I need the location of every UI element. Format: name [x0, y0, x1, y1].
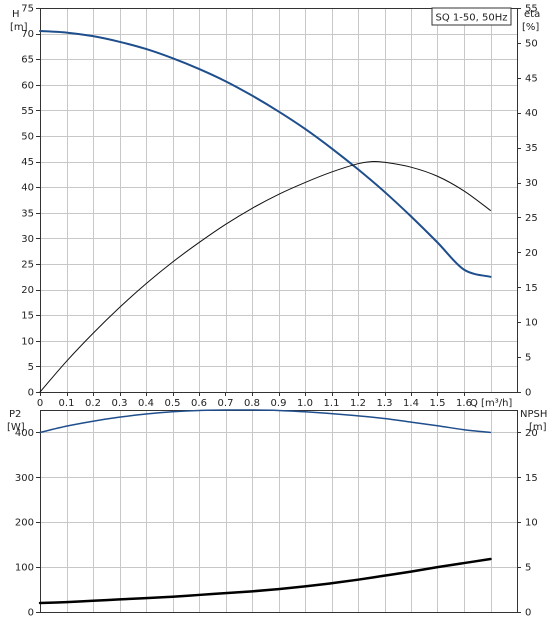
- left-tick-label: 60: [21, 80, 34, 91]
- right-tick-label: 0: [525, 608, 531, 619]
- x-tick-label: 0.8: [244, 398, 260, 409]
- series-line-1: [39, 160, 491, 393]
- right-tick-label: 0: [525, 388, 531, 399]
- right-tick-label: 55: [525, 4, 538, 15]
- left-tick-label: 0: [28, 608, 34, 619]
- left-tick-label: 300: [15, 473, 34, 484]
- head-efficiency-panel: 0 5 10 15 20 25 30 35 40 45 50 55 60 65 70 75 0 5 10 15 20 25…: [21, 4, 537, 410]
- right-tick-label: 10: [525, 318, 538, 329]
- right-tick-label: 10: [525, 518, 538, 529]
- right-tick-label: 40: [525, 108, 538, 119]
- x-tick-label: 0: [37, 398, 43, 409]
- x-tick-label: 1.5: [430, 398, 446, 409]
- x-tick-label: 1.0: [297, 398, 313, 409]
- right-tick-label: 30: [525, 178, 538, 189]
- legend-text: SQ 1-50, 50Hz: [436, 13, 508, 24]
- left-tick-label: 30: [21, 234, 34, 245]
- right-tick-label: 20: [525, 428, 538, 439]
- power-npsh-panel: 0 100 200 300 400 0 5 10 15 20: [15, 409, 538, 619]
- left-tick-label: 100: [15, 563, 34, 574]
- right-tick-label: 35: [525, 143, 538, 154]
- left-tick-label: 45: [21, 157, 34, 168]
- left-tick-label: 400: [15, 428, 34, 439]
- left-tick-label: 5: [28, 362, 34, 373]
- x-tick-label: 1.4: [403, 398, 419, 409]
- right-tick-label: 5: [525, 353, 531, 364]
- x-tick-label: 0.7: [218, 398, 234, 409]
- series-line-0: [39, 30, 492, 278]
- left-tick-label: 200: [15, 518, 34, 529]
- legend-box: [431, 7, 512, 26]
- x-tick-label: 0.9: [271, 398, 287, 409]
- x-tick-label: 0.6: [191, 398, 207, 409]
- left-tick-label: 55: [21, 106, 34, 117]
- head-axis-label: H: [12, 9, 20, 20]
- right-tick-label: 25: [525, 213, 538, 224]
- x-tick-label: 1.3: [377, 398, 393, 409]
- right-tick-label: 20: [525, 248, 538, 259]
- eta-axis-label: eta: [524, 9, 540, 20]
- left-tick-label: 65: [21, 55, 34, 66]
- right-tick-label: 5: [525, 563, 531, 574]
- series-line-1: [38, 557, 492, 605]
- power-axis-unit: [W]: [7, 422, 25, 433]
- npsh-axis-unit: [m]: [529, 422, 547, 433]
- right-tick-label: 50: [525, 38, 538, 49]
- left-tick-label: 25: [21, 260, 34, 271]
- left-tick-label: 20: [21, 285, 34, 296]
- right-tick-label: 15: [525, 283, 538, 294]
- x-tick-label: 0.5: [165, 398, 181, 409]
- left-tick-label: 75: [21, 4, 34, 15]
- eta-axis-unit: [%]: [522, 22, 539, 33]
- right-tick-label: 15: [525, 473, 538, 484]
- left-tick-label: 15: [21, 311, 34, 322]
- right-tick-label: 45: [525, 73, 538, 84]
- series-line-0: [39, 409, 492, 434]
- left-tick-label: 35: [21, 208, 34, 219]
- left-tick-label: 50: [21, 132, 34, 143]
- left-tick-label: 70: [21, 29, 34, 40]
- head-axis-unit: [m]: [10, 22, 28, 33]
- x-tick-label: 1.6: [456, 398, 472, 409]
- flow-axis-label: Q [m³/h]: [470, 398, 512, 409]
- x-tick-label: 1.2: [350, 398, 366, 409]
- x-tick-label: 0.4: [138, 398, 154, 409]
- left-tick-label: 40: [21, 183, 34, 194]
- left-tick-label: 0: [28, 388, 34, 399]
- x-tick-label: 1.1: [324, 398, 340, 409]
- npsh-axis-label: NPSH: [520, 409, 547, 420]
- x-tick-label: 0.1: [59, 398, 75, 409]
- left-tick-label: 10: [21, 336, 34, 347]
- x-tick-label: 0.3: [112, 398, 128, 409]
- power-axis-label: P2: [9, 409, 21, 420]
- x-tick-label: 0.2: [85, 398, 101, 409]
